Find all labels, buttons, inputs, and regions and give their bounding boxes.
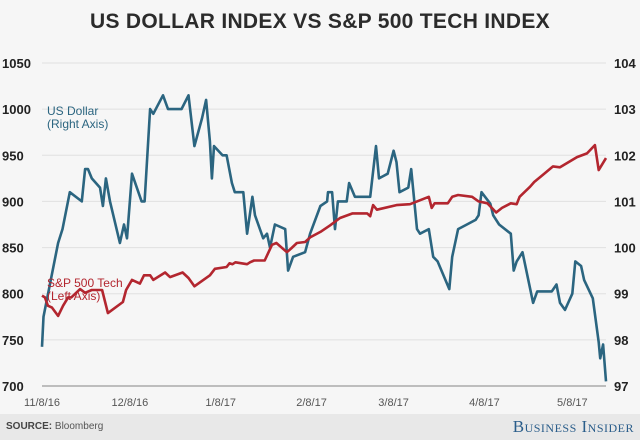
series-line-us-dollar (40, 94, 608, 382)
x-tick-label: 5/8/17 (557, 397, 588, 409)
chart-area: 700 750 800 850 900 950 1000 1050 97 98 99 100 101 10… (2, 56, 636, 409)
left-tick-label: 850 (2, 241, 24, 256)
left-tick-label: 1050 (2, 56, 31, 71)
left-tick-label: 750 (2, 333, 24, 348)
x-tick-label: 1/8/17 (205, 397, 236, 409)
source-value: Bloomberg (54, 421, 104, 432)
right-tick-label: 102 (614, 148, 636, 163)
footer: SOURCE: Bloomberg Business Insider (0, 414, 640, 440)
x-tick-label: 2/8/17 (296, 397, 327, 409)
x-tick-label: 12/8/16 (112, 397, 149, 409)
series-axis-label: (Left Axis) (47, 289, 100, 303)
left-tick-label: 900 (2, 194, 24, 209)
right-tick-label: 100 (614, 241, 636, 256)
chart-title: US DOLLAR INDEX VS S&P 500 TECH INDEX (90, 10, 550, 33)
right-tick-label: 98 (614, 333, 628, 348)
source-note: SOURCE: Bloomberg (6, 421, 103, 432)
x-tick-label: 4/8/17 (469, 397, 500, 409)
source-label: SOURCE: (6, 421, 53, 432)
left-tick-label: 800 (2, 287, 24, 302)
series-label: US Dollar (47, 104, 98, 118)
left-tick-label: 700 (2, 379, 24, 394)
left-tick-label: 1000 (2, 102, 31, 117)
series-line-s-p-500-tech (41, 143, 608, 318)
right-tick-label: 104 (614, 56, 636, 71)
x-tick-label: 3/8/17 (378, 397, 409, 409)
brand-logo: Business Insider (512, 417, 634, 436)
right-tick-label: 97 (614, 379, 628, 394)
left-tick-label: 950 (2, 148, 24, 163)
x-tick-label: 11/8/16 (24, 397, 60, 409)
right-tick-label: 99 (614, 287, 628, 302)
series-label: S&P 500 Tech (47, 276, 123, 290)
series-axis-label: (Right Axis) (47, 117, 108, 131)
right-tick-label: 103 (614, 102, 636, 117)
right-tick-label: 101 (614, 194, 636, 209)
